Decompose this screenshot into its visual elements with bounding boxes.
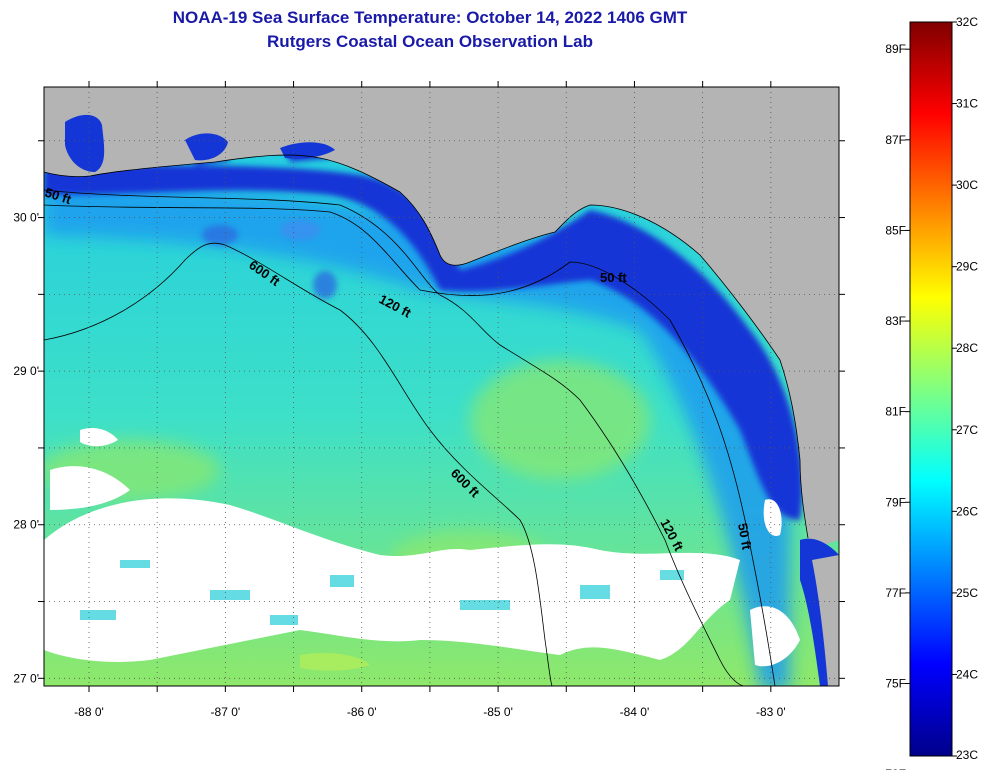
contour-50ft [44,204,776,686]
eddy [280,220,320,240]
lon-tick-label: -83 0' [756,705,786,719]
axis-ticks [38,81,845,692]
cloud-gap [210,590,250,600]
warm-patch [470,360,650,480]
pensacola-bay [185,133,228,161]
colorbar-ticks [905,21,957,757]
cloud-gaps [80,560,684,625]
shelf-band [44,175,790,686]
lon-tick-label: -84 0' [620,705,650,719]
colorbar-celsius-label: 31C [956,97,978,111]
choctawhatchee-bay [280,142,335,159]
lat-tick-label: 27 0' [13,671,39,685]
colorbar-fahrenheit-label: 87F [885,133,906,147]
cloud-gap [660,570,684,580]
eddy [202,225,238,245]
colorbar-celsius-label: 30C [956,178,978,192]
colorbar-celsius-label: 29C [956,260,978,274]
cloud-patch [80,428,118,447]
coastline [44,154,809,539]
cloud-patch [750,606,800,667]
lon-tick-label: -88 0' [74,705,104,719]
colorbar-fahrenheit-label: 81F [885,405,906,419]
lon-tick-label: -87 0' [211,705,241,719]
lat-tick-label: 30 0' [13,211,39,225]
cloud-gap [460,600,510,610]
map-frame [43,86,840,687]
depth-label-50ft-south: 50 ft [735,522,755,552]
cloud-gap [270,615,298,625]
cool-shelf-water [44,175,790,686]
cloud-gap [330,575,354,587]
land-peninsula [812,555,839,686]
colorbar-fahrenheit-label: 73F [885,767,906,770]
sst-map: 50 ft 50 ft 50 ft 120 ft 120 ft 600 ft 6… [13,81,845,719]
colorbar-celsius-label: 23C [956,748,978,762]
colorbar-celsius-label: 24C [956,667,978,681]
warm-speckle [300,653,370,671]
map-title: NOAA-19 Sea Surface Temperature: October… [172,8,688,27]
lon-tick-label: -85 0' [483,705,513,719]
cloud-patch [763,499,782,536]
depth-label-50ft-east: 50 ft [600,270,627,285]
cloud-mass-south [44,498,740,662]
colorbar-scale [909,21,953,757]
colorbar-fahrenheit-label: 75F [885,677,906,691]
colorbar-celsius-label: 28C [956,341,978,355]
colorbar-celsius-label: 26C [956,504,978,518]
colorbar-labels: 32C 31C 30C 29C 28C 27C 26C 25C 24C 23C 89F 87F 85F 8… [885,15,978,770]
colorbar-fahrenheit-label: 79F [885,495,906,509]
colorbar-celsius-label: 25C [956,586,978,600]
eddy [313,271,337,299]
nearshore-band [44,160,803,520]
lat-tick-label: 29 0' [13,364,39,378]
lon-tick-label: -86 0' [347,705,377,719]
land-mass [44,87,839,545]
cloud-gap [580,585,610,599]
cool-eddies [202,220,337,299]
cloud-gap [120,560,150,568]
cloud-patch [50,466,130,510]
colorbar-fahrenheit-label: 77F [885,586,906,600]
colorbar-celsius-label: 32C [956,15,978,29]
lat-tick-label: 28 0' [13,518,39,532]
axis-tick-labels: -88 0' -87 0' -86 0' -85 0' -84 0' -83 0' 27 0… [13,211,785,719]
contour-120ft [44,189,746,686]
colorbar-fahrenheit-label: 89F [885,42,906,56]
colorbar-celsius-label: 27C [956,423,978,437]
mobile-bay [65,114,105,172]
colorbar-fahrenheit-label: 83F [885,314,906,328]
cloud-gap [80,610,116,620]
colorbar-fahrenheit-label: 85F [885,223,906,237]
map-plot-area: 50 ft 50 ft 50 ft 120 ft 120 ft 600 ft 6… [44,87,839,686]
contour-600ft [44,242,553,686]
map-subtitle: Rutgers Coastal Ocean Observation Lab [267,32,593,51]
